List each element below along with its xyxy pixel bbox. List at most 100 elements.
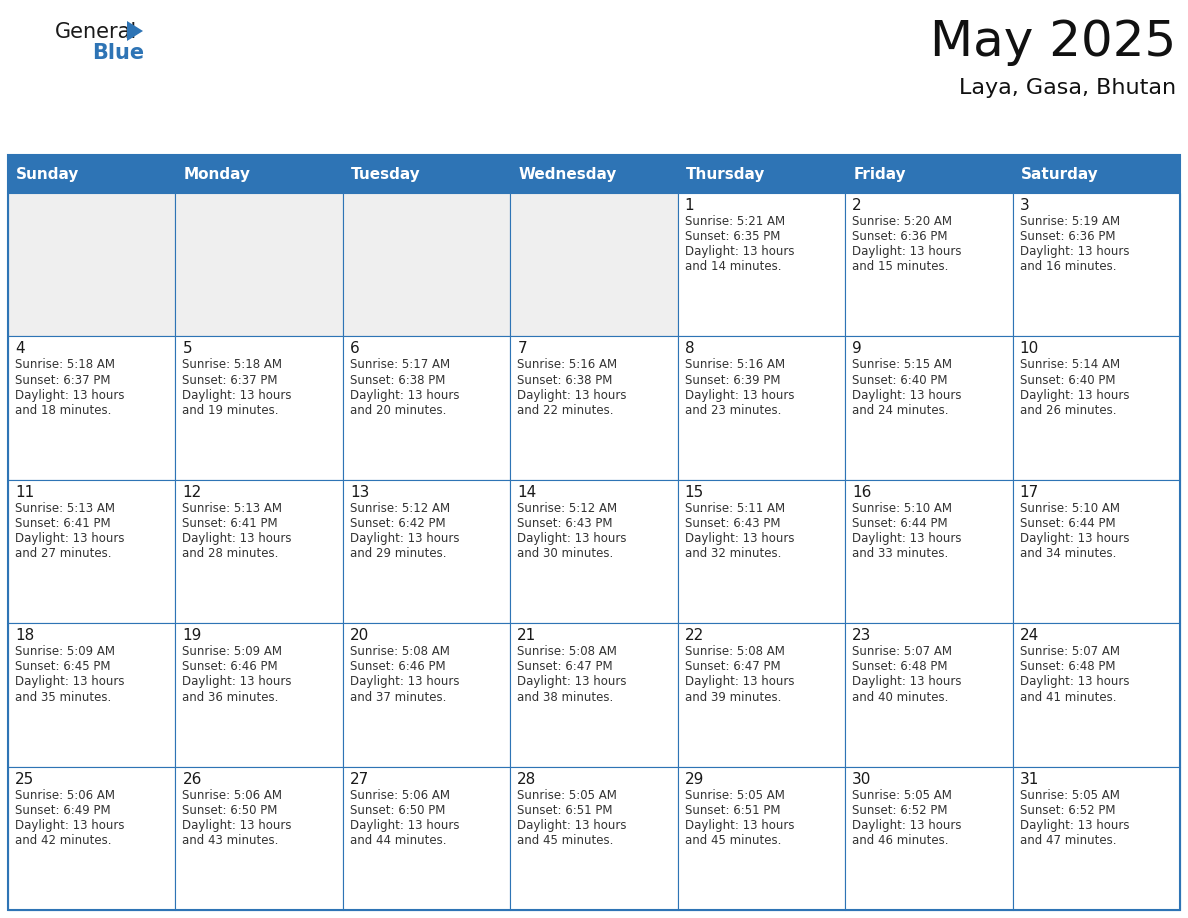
Text: Daylight: 13 hours: Daylight: 13 hours (15, 676, 125, 688)
Text: Daylight: 13 hours: Daylight: 13 hours (1019, 532, 1129, 545)
Text: Sunset: 6:38 PM: Sunset: 6:38 PM (349, 374, 446, 386)
Bar (343, 480, 511, 623)
Text: Daylight: 13 hours: Daylight: 13 hours (15, 532, 125, 545)
Text: Sunset: 6:44 PM: Sunset: 6:44 PM (1019, 517, 1116, 530)
Text: Daylight: 13 hours: Daylight: 13 hours (852, 245, 961, 258)
Text: Sunset: 6:45 PM: Sunset: 6:45 PM (15, 660, 110, 673)
Text: Sunset: 6:40 PM: Sunset: 6:40 PM (852, 374, 948, 386)
Text: and 27 minutes.: and 27 minutes. (15, 547, 112, 560)
Bar (8, 336, 176, 480)
Bar (511, 193, 677, 336)
Text: Daylight: 13 hours: Daylight: 13 hours (1019, 388, 1129, 401)
Text: and 47 minutes.: and 47 minutes. (1019, 834, 1116, 847)
Bar (677, 336, 845, 480)
Bar (511, 155, 677, 193)
Bar (511, 767, 677, 910)
Text: and 15 minutes.: and 15 minutes. (852, 261, 948, 274)
Bar (845, 336, 1012, 480)
Text: and 26 minutes.: and 26 minutes. (1019, 404, 1116, 417)
Text: Wednesday: Wednesday (518, 166, 617, 182)
Text: and 16 minutes.: and 16 minutes. (1019, 261, 1116, 274)
Text: and 37 minutes.: and 37 minutes. (349, 690, 447, 703)
Text: Daylight: 13 hours: Daylight: 13 hours (349, 388, 460, 401)
Text: Daylight: 13 hours: Daylight: 13 hours (852, 676, 961, 688)
Polygon shape (127, 21, 143, 41)
Text: Daylight: 13 hours: Daylight: 13 hours (684, 532, 795, 545)
Text: Monday: Monday (183, 166, 251, 182)
Bar (1012, 623, 1180, 767)
Text: and 44 minutes.: and 44 minutes. (349, 834, 447, 847)
Text: Sunrise: 5:20 AM: Sunrise: 5:20 AM (852, 215, 952, 228)
Text: and 40 minutes.: and 40 minutes. (852, 690, 948, 703)
Text: Sunset: 6:47 PM: Sunset: 6:47 PM (517, 660, 613, 673)
Bar (8, 155, 1180, 910)
Text: Thursday: Thursday (685, 166, 765, 182)
Text: Daylight: 13 hours: Daylight: 13 hours (517, 532, 627, 545)
Text: 24: 24 (1019, 628, 1038, 644)
Text: Sunset: 6:36 PM: Sunset: 6:36 PM (852, 230, 948, 243)
Text: Daylight: 13 hours: Daylight: 13 hours (15, 819, 125, 832)
Text: Sunrise: 5:12 AM: Sunrise: 5:12 AM (349, 502, 450, 515)
Text: Sunset: 6:48 PM: Sunset: 6:48 PM (1019, 660, 1116, 673)
Text: 26: 26 (183, 772, 202, 787)
Bar (677, 767, 845, 910)
Text: 21: 21 (517, 628, 537, 644)
Text: Sunrise: 5:16 AM: Sunrise: 5:16 AM (684, 358, 785, 372)
Text: Daylight: 13 hours: Daylight: 13 hours (1019, 676, 1129, 688)
Text: Sunrise: 5:05 AM: Sunrise: 5:05 AM (1019, 789, 1119, 801)
Text: 13: 13 (349, 485, 369, 499)
Text: 22: 22 (684, 628, 704, 644)
Text: Sunrise: 5:09 AM: Sunrise: 5:09 AM (183, 645, 283, 658)
Bar (677, 623, 845, 767)
Text: Blue: Blue (91, 43, 144, 63)
Text: Sunrise: 5:08 AM: Sunrise: 5:08 AM (517, 645, 617, 658)
Text: Sunrise: 5:10 AM: Sunrise: 5:10 AM (852, 502, 952, 515)
Bar (677, 480, 845, 623)
Text: and 45 minutes.: and 45 minutes. (684, 834, 781, 847)
Text: and 24 minutes.: and 24 minutes. (852, 404, 949, 417)
Text: and 33 minutes.: and 33 minutes. (852, 547, 948, 560)
Text: 1: 1 (684, 198, 694, 213)
Text: Sunrise: 5:05 AM: Sunrise: 5:05 AM (684, 789, 784, 801)
Text: 30: 30 (852, 772, 872, 787)
Text: Daylight: 13 hours: Daylight: 13 hours (517, 676, 627, 688)
Text: Daylight: 13 hours: Daylight: 13 hours (349, 819, 460, 832)
Text: Sunset: 6:36 PM: Sunset: 6:36 PM (1019, 230, 1116, 243)
Bar (8, 767, 176, 910)
Text: and 14 minutes.: and 14 minutes. (684, 261, 782, 274)
Text: 20: 20 (349, 628, 369, 644)
Text: and 38 minutes.: and 38 minutes. (517, 690, 613, 703)
Bar (176, 623, 343, 767)
Text: and 36 minutes.: and 36 minutes. (183, 690, 279, 703)
Bar (677, 155, 845, 193)
Text: 5: 5 (183, 341, 192, 356)
Text: 9: 9 (852, 341, 861, 356)
Text: Daylight: 13 hours: Daylight: 13 hours (684, 245, 795, 258)
Text: 17: 17 (1019, 485, 1038, 499)
Text: and 35 minutes.: and 35 minutes. (15, 690, 112, 703)
Bar (343, 767, 511, 910)
Bar (677, 193, 845, 336)
Text: Daylight: 13 hours: Daylight: 13 hours (183, 388, 292, 401)
Text: Sunrise: 5:16 AM: Sunrise: 5:16 AM (517, 358, 618, 372)
Text: Sunset: 6:37 PM: Sunset: 6:37 PM (15, 374, 110, 386)
Text: and 43 minutes.: and 43 minutes. (183, 834, 279, 847)
Bar (511, 336, 677, 480)
Bar (8, 193, 176, 336)
Text: and 20 minutes.: and 20 minutes. (349, 404, 447, 417)
Text: Sunset: 6:51 PM: Sunset: 6:51 PM (517, 804, 613, 817)
Text: Daylight: 13 hours: Daylight: 13 hours (349, 676, 460, 688)
Text: and 32 minutes.: and 32 minutes. (684, 547, 781, 560)
Text: Daylight: 13 hours: Daylight: 13 hours (1019, 819, 1129, 832)
Text: Sunset: 6:49 PM: Sunset: 6:49 PM (15, 804, 110, 817)
Text: Sunrise: 5:11 AM: Sunrise: 5:11 AM (684, 502, 785, 515)
Text: Sunset: 6:41 PM: Sunset: 6:41 PM (15, 517, 110, 530)
Text: Daylight: 13 hours: Daylight: 13 hours (349, 532, 460, 545)
Bar (845, 155, 1012, 193)
Text: 14: 14 (517, 485, 537, 499)
Text: Daylight: 13 hours: Daylight: 13 hours (1019, 245, 1129, 258)
Text: Sunset: 6:50 PM: Sunset: 6:50 PM (349, 804, 446, 817)
Text: 15: 15 (684, 485, 704, 499)
Text: Sunrise: 5:21 AM: Sunrise: 5:21 AM (684, 215, 785, 228)
Text: Laya, Gasa, Bhutan: Laya, Gasa, Bhutan (959, 78, 1176, 98)
